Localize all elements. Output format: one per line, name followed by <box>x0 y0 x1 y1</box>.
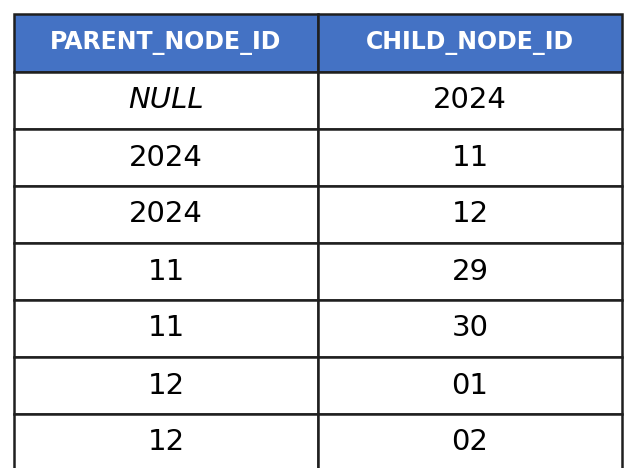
Text: 01: 01 <box>452 372 488 400</box>
Bar <box>14 186 318 243</box>
Text: 11: 11 <box>148 257 184 285</box>
Text: 29: 29 <box>452 257 488 285</box>
Text: 02: 02 <box>452 429 488 456</box>
Text: PARENT_NODE_ID: PARENT_NODE_ID <box>50 31 282 55</box>
Text: NULL: NULL <box>128 87 204 115</box>
Bar <box>318 72 622 129</box>
Text: 2024: 2024 <box>433 87 507 115</box>
Bar <box>318 300 622 357</box>
Bar <box>318 243 622 300</box>
Text: 12: 12 <box>148 372 184 400</box>
Bar <box>14 72 318 129</box>
Text: 11: 11 <box>452 144 488 171</box>
Bar <box>14 414 318 468</box>
Bar <box>14 129 318 186</box>
Bar <box>14 14 318 72</box>
Text: 2024: 2024 <box>129 144 203 171</box>
Bar <box>14 300 318 357</box>
Text: 12: 12 <box>452 200 488 228</box>
Bar <box>318 14 622 72</box>
Bar <box>14 357 318 414</box>
Bar <box>318 129 622 186</box>
Text: CHILD_NODE_ID: CHILD_NODE_ID <box>366 31 574 55</box>
Bar <box>318 357 622 414</box>
Text: 30: 30 <box>452 314 488 343</box>
Bar <box>14 243 318 300</box>
Text: 2024: 2024 <box>129 200 203 228</box>
Text: 12: 12 <box>148 429 184 456</box>
Text: 11: 11 <box>148 314 184 343</box>
Bar <box>318 414 622 468</box>
Bar <box>318 186 622 243</box>
